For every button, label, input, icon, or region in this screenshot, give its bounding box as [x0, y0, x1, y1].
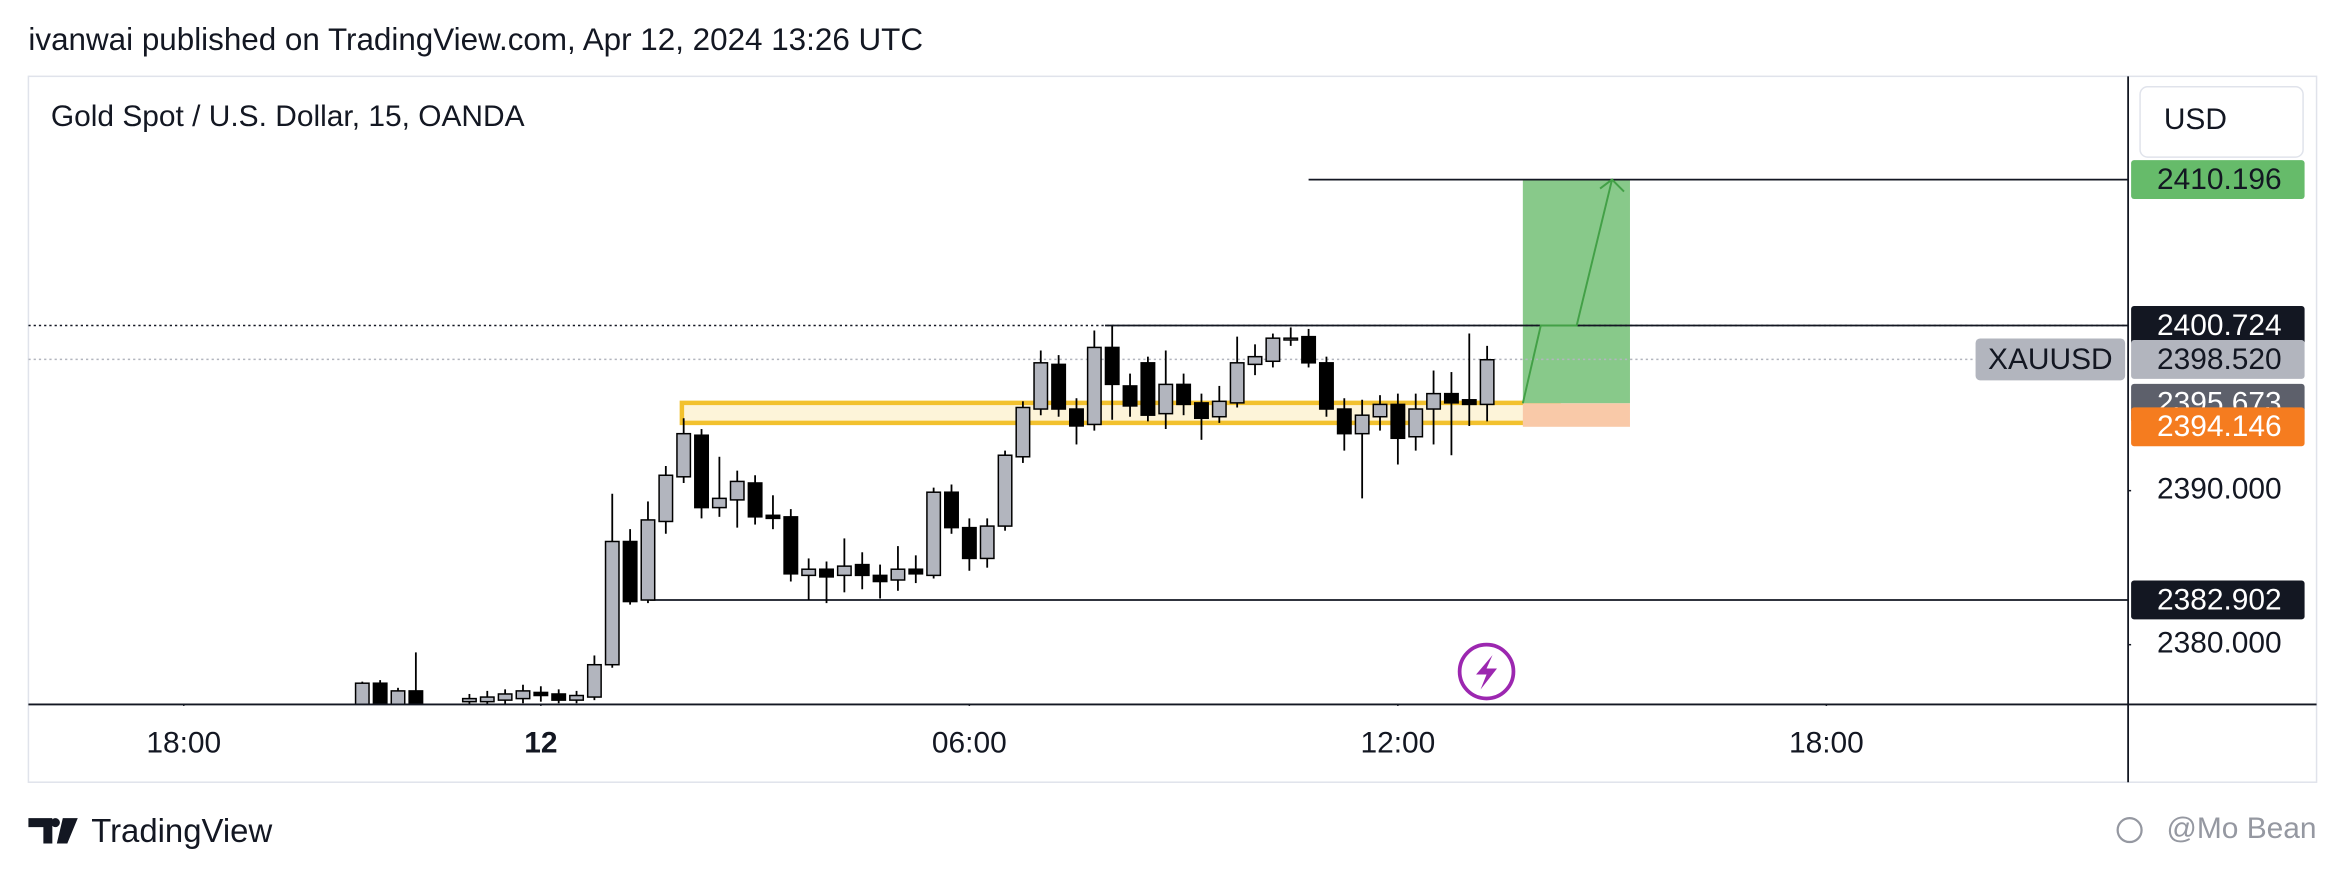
currency-button[interactable] — [2139, 86, 2304, 158]
candle-body — [890, 568, 906, 581]
forecast-arrow — [1521, 178, 1625, 404]
candle-body — [640, 519, 656, 601]
candle-body — [1158, 383, 1174, 415]
candle-body — [872, 574, 888, 583]
candle-body — [997, 454, 1013, 527]
candle-body — [854, 563, 870, 577]
candle-body — [497, 693, 513, 701]
watermark-icon — [2116, 816, 2143, 844]
candle-body — [1336, 408, 1352, 435]
currency-label: USD — [2164, 103, 2227, 136]
candle-body — [1033, 362, 1049, 410]
candle-body — [569, 694, 585, 701]
candle-body — [372, 682, 388, 705]
price-tag-label: 2382.902 — [2157, 583, 2282, 616]
candle-body — [783, 516, 799, 575]
candle-body — [801, 568, 817, 577]
candle-body — [819, 568, 834, 578]
candle-body — [533, 691, 549, 697]
chart-frame — [27, 75, 2318, 783]
lightning-icon — [1457, 642, 1516, 701]
candle-body — [747, 482, 763, 518]
candle-body — [1479, 358, 1495, 406]
candle-body — [1051, 363, 1067, 410]
candle-body — [1176, 383, 1192, 406]
candle-body — [390, 690, 406, 705]
publisher-line: ivanwai published on TradingView.com, Ap… — [28, 22, 923, 57]
candle-body — [1443, 392, 1459, 404]
candle-body — [1354, 414, 1370, 435]
tradingview-logo — [28, 818, 78, 844]
candle-body — [586, 663, 602, 698]
candle-body — [658, 474, 674, 523]
price-tag — [2131, 306, 2305, 345]
candle-body — [765, 514, 781, 520]
price-tag-label: 2410.196 — [2157, 163, 2282, 196]
candle-body — [926, 491, 942, 577]
price-tag — [2131, 580, 2305, 620]
chart-title: Gold Spot / U.S. Dollar, 15, OANDA — [51, 100, 525, 133]
candle-body — [1211, 400, 1227, 418]
candle-body — [1265, 337, 1281, 363]
x-tick-label: 12:00 — [1360, 727, 1435, 760]
candle-body — [408, 690, 424, 705]
candle-body — [676, 432, 692, 478]
candle-body — [1229, 362, 1245, 404]
candle-body — [1015, 406, 1031, 458]
candle-body — [1372, 403, 1388, 418]
plot-area — [28, 178, 2129, 705]
candle-body — [1390, 403, 1406, 440]
x-tick-label: 12 — [524, 727, 557, 760]
x-tick-label: 18:00 — [1789, 727, 1864, 760]
candle-body — [1193, 402, 1209, 420]
candle-body — [461, 697, 477, 703]
candle-body — [515, 690, 531, 700]
candle-body — [694, 434, 710, 509]
price-tag-label: 2394.146 — [2157, 410, 2282, 443]
candle-body — [479, 696, 495, 703]
candle-body — [908, 568, 924, 575]
symbol-tag — [1975, 338, 2126, 381]
candle-body — [622, 540, 638, 603]
candle-body — [1122, 385, 1138, 407]
price-tag — [2131, 160, 2305, 200]
candle-body — [729, 480, 745, 501]
candle-body — [1318, 362, 1334, 410]
candle-body — [1104, 346, 1120, 386]
price-tag-label: 2400.724 — [2157, 309, 2282, 342]
candle-body — [1301, 335, 1317, 364]
candle-body — [1283, 337, 1299, 341]
candle-body — [354, 682, 370, 705]
axes: 18:00 12 06:00 12:00 18:00 2380.000 2390.000 24… — [146, 160, 2305, 760]
watermark: @Mo Bean — [2166, 812, 2316, 845]
profit-zone — [1522, 179, 1630, 404]
candle-body — [1408, 408, 1424, 438]
candle-body — [711, 497, 727, 509]
candle-body — [836, 565, 852, 577]
candle-body — [1086, 346, 1102, 426]
loss-zone — [1522, 403, 1630, 427]
candle-body — [1069, 408, 1084, 427]
candle-body — [1461, 399, 1477, 406]
candle-body — [1247, 355, 1263, 366]
y-tick-label: 2390.000 — [2157, 473, 2282, 506]
candle-body — [944, 491, 959, 529]
symbol-tag-label: XAUUSD — [1988, 343, 2113, 376]
candle-body — [979, 525, 995, 560]
candle-body — [1426, 392, 1442, 410]
price-tag — [2131, 339, 2305, 379]
y-tick-label: 2380.000 — [2157, 627, 2282, 660]
candle-body — [961, 526, 977, 560]
candle-body — [1140, 362, 1156, 416]
price-tag — [2131, 407, 2305, 447]
candle-body — [604, 540, 620, 666]
candle-body — [551, 693, 567, 701]
price-tag-label: 2398.520 — [2157, 343, 2282, 376]
brand: TradingView — [91, 812, 272, 849]
x-tick-label: 06:00 — [932, 727, 1007, 760]
x-tick-label: 18:00 — [146, 727, 221, 760]
